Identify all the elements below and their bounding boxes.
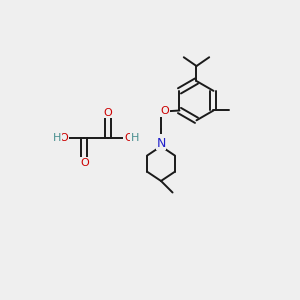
Text: O: O	[80, 158, 89, 168]
Text: H: H	[53, 133, 61, 142]
Text: N: N	[156, 136, 166, 150]
Text: O: O	[59, 133, 68, 142]
Text: O: O	[103, 108, 112, 118]
Text: O: O	[124, 133, 133, 142]
Text: N: N	[156, 135, 166, 148]
Text: H: H	[130, 133, 139, 142]
Text: O: O	[161, 106, 170, 116]
